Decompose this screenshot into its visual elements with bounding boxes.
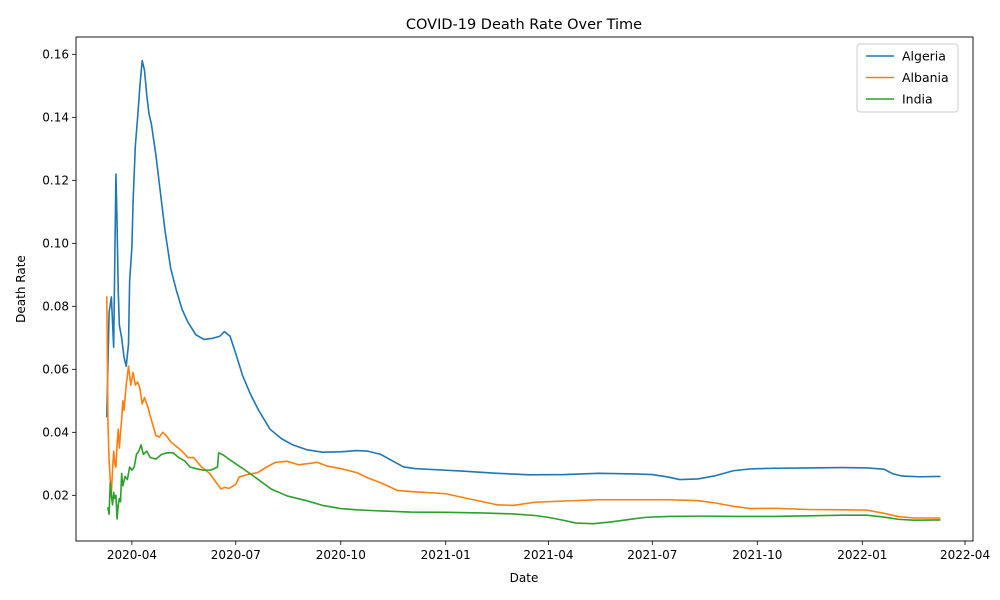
x-tick-label: 2020-04 bbox=[107, 548, 157, 562]
x-tick-label: 2020-07 bbox=[211, 548, 261, 562]
y-tick-label: 0.16 bbox=[42, 47, 69, 61]
series-line-albania bbox=[106, 296, 941, 519]
x-tick-label: 2021-07 bbox=[627, 548, 677, 562]
plot-area bbox=[76, 37, 973, 541]
y-tick-label: 0.14 bbox=[42, 110, 69, 124]
legend-label-algeria: Algeria bbox=[902, 49, 946, 64]
y-tick-label: 0.12 bbox=[42, 173, 69, 187]
y-axis: 0.02 0.04 0.06 0.08 0.10 0.12 0.14 0.16 bbox=[42, 47, 76, 502]
series-layer bbox=[106, 59, 941, 525]
x-tick-label: 2022-01 bbox=[837, 548, 887, 562]
series-line-india bbox=[107, 444, 941, 525]
x-tick-label: 2021-04 bbox=[523, 548, 573, 562]
y-tick-label: 0.08 bbox=[42, 299, 69, 313]
y-tick-label: 0.02 bbox=[42, 488, 69, 502]
y-tick-label: 0.06 bbox=[42, 362, 69, 376]
plot-frame bbox=[75, 36, 974, 542]
legend-label-albania: Albania bbox=[902, 70, 949, 85]
y-tick-label: 0.04 bbox=[42, 425, 69, 439]
series-line-algeria bbox=[106, 59, 941, 481]
x-tick-label: 2021-01 bbox=[421, 548, 471, 562]
x-tick-label: 2020-10 bbox=[316, 548, 366, 562]
legend-label-india: India bbox=[902, 92, 933, 107]
y-axis-title: Death Rate bbox=[14, 255, 28, 323]
x-tick-label: 2022-04 bbox=[940, 548, 990, 562]
x-axis: 2020-04 2020-07 2020-10 2021-01 2021-04 2021-… bbox=[107, 541, 990, 562]
y-tick-label: 0.10 bbox=[42, 236, 69, 250]
x-tick-label: 2021-10 bbox=[732, 548, 782, 562]
chart-title: COVID-19 Death Rate Over Time bbox=[406, 17, 642, 33]
legend: Algeria Albania India bbox=[856, 43, 959, 113]
legend-box bbox=[856, 43, 959, 113]
x-axis-title: Date bbox=[510, 571, 539, 585]
